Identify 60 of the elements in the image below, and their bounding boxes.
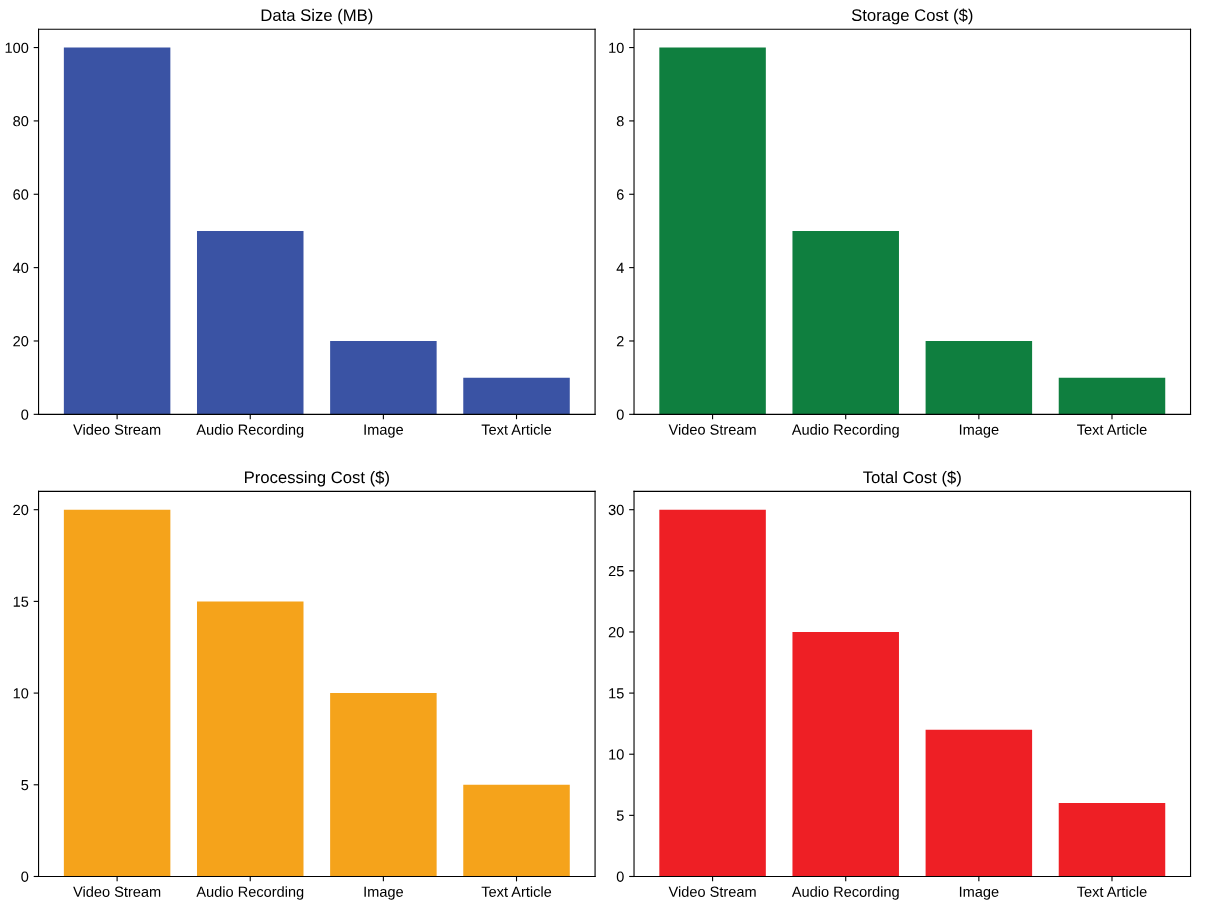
bar	[792, 230, 899, 415]
y-tick-label: 15	[13, 596, 29, 607]
y-tick-label: 20	[13, 336, 29, 347]
x-tick-label: Audio Recording	[196, 424, 304, 438]
x-tick-label: Text Article	[481, 424, 552, 435]
y-tick-label: 40	[12, 262, 29, 274]
x-tick-label: Text Article	[1077, 424, 1147, 435]
y-tick-label: 0	[616, 409, 624, 420]
bar	[330, 693, 437, 877]
y-tick-label: 0	[21, 871, 29, 882]
x-tick-label: Text Article	[481, 886, 552, 897]
y-tick-label: 4	[616, 262, 624, 273]
x-tick-label: Audio Recording	[791, 424, 899, 438]
x-tick-label: Video Stream	[73, 886, 161, 897]
y-tick-label: 10	[609, 42, 624, 53]
x-tick-label: Video Stream	[668, 886, 756, 897]
x-tick-label: Audio Recording	[196, 886, 304, 900]
chart-title: Processing Cost ($)	[245, 470, 389, 487]
y-tick-label: 15	[609, 688, 624, 699]
y-tick-label: 25	[608, 565, 624, 577]
bar	[659, 509, 766, 877]
y-tick-label: 5	[616, 810, 624, 821]
y-tick-label: 30	[608, 504, 624, 516]
bar	[659, 47, 766, 415]
x-tick-label: Text Article	[1077, 886, 1147, 897]
y-tick-label: 100	[5, 42, 29, 53]
bar	[1058, 377, 1166, 415]
bar	[63, 509, 171, 877]
bar	[463, 784, 570, 877]
bar	[925, 340, 1033, 415]
bar	[63, 47, 171, 415]
bar	[463, 377, 570, 415]
chart-title: Total Cost ($)	[863, 470, 961, 487]
y-tick-label: 5	[21, 780, 29, 791]
y-tick-label: 2	[616, 336, 624, 347]
y-tick-label: 10	[13, 688, 29, 699]
y-tick-label: 60	[13, 189, 29, 200]
y-tick-label: 10	[609, 749, 624, 760]
chart-title: Storage Cost ($)	[851, 8, 973, 25]
y-tick-label: 20	[13, 504, 29, 516]
bar	[330, 340, 437, 415]
bar	[925, 729, 1033, 877]
y-tick-label: 0	[21, 409, 29, 420]
y-tick-label: 8	[616, 116, 624, 127]
x-tick-label: Audio Recording	[791, 886, 899, 900]
x-tick-label: Image	[364, 424, 403, 438]
x-tick-label: Video Stream	[73, 424, 161, 435]
x-tick-label: Image	[959, 886, 999, 900]
bar	[196, 230, 304, 415]
y-tick-label: 0	[616, 871, 624, 882]
bar	[196, 601, 304, 877]
x-tick-label: Video Stream	[668, 424, 756, 435]
x-tick-label: Image	[959, 424, 999, 438]
chart-title: Data Size (MB)	[261, 8, 373, 25]
bar	[792, 631, 899, 877]
y-tick-label: 80	[13, 116, 29, 127]
x-tick-label: Image	[364, 886, 403, 900]
bar	[1058, 803, 1166, 877]
y-tick-label: 6	[616, 189, 624, 200]
y-tick-label: 20	[608, 627, 624, 638]
